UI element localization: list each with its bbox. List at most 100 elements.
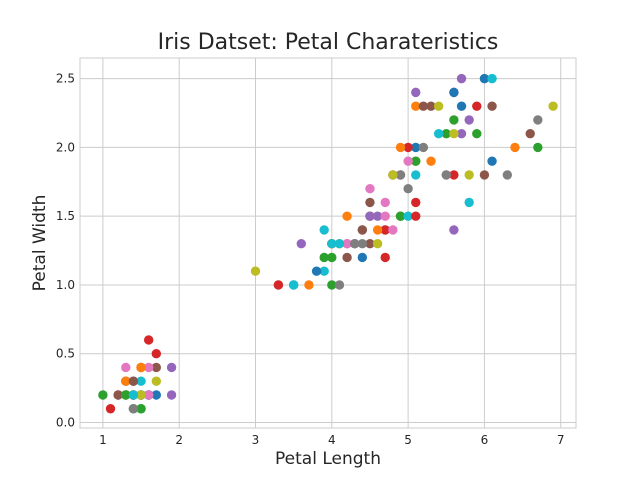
scatter-point [380,211,390,221]
scatter-point [418,142,429,153]
x-tick-labels: 1 2 3 4 5 6 7 [99,433,564,447]
scatter-point [403,211,413,221]
x-tick-label: 2 [175,433,183,447]
scatter-point [365,183,375,194]
y-tick-label: 1.0 [56,278,75,292]
scatter-point [380,225,390,235]
scatter-point [502,170,513,180]
x-tick-label: 1 [99,433,107,447]
scatter-point [128,404,139,414]
scatter-point [311,266,322,276]
data-points [98,73,558,414]
scatter-point [449,115,459,125]
scatter-point [487,73,497,84]
x-tick-label: 6 [481,433,489,447]
scatter-point [372,211,383,221]
scatter-point [479,170,490,180]
y-tick-label: 2.0 [56,140,75,154]
scatter-point [533,142,543,153]
scatter-point [151,349,162,359]
scatter-point [327,252,337,263]
scatter-point [372,225,383,235]
scatter-point [395,170,406,180]
scatter-point [449,128,459,139]
scatter-point [319,266,329,276]
y-tick-label: 0.5 [56,347,75,361]
x-tick-label: 3 [252,433,260,447]
scatter-point [342,211,352,221]
scatter-point [166,362,177,373]
scatter-point [472,101,482,111]
scatter-point [464,115,474,125]
scatter-point [334,238,345,249]
y-tick-labels: 0.0 0.5 1.0 1.5 2.0 2.5 [56,72,75,430]
scatter-point [151,376,162,386]
scatter-point [411,197,421,208]
scatter-point [449,170,459,180]
scatter-point [433,128,444,139]
scatter-point [151,362,162,373]
x-axis-label: Petal Length [275,449,381,469]
scatter-point [136,390,146,400]
scatter-point [411,156,421,166]
scatter-point [143,335,154,345]
scatter-point [143,390,154,400]
scatter-point [411,87,421,98]
y-axis-label: Petal Width [30,195,50,292]
scatter-point [273,280,284,290]
scatter-point [388,170,398,180]
scatter-point [121,362,131,373]
scatter-point [388,225,398,235]
scatter-point [380,252,390,263]
scatter-point [357,252,368,263]
scatter-point [426,156,436,166]
scatter-point [403,156,413,166]
scatter-point [533,115,543,125]
scatter-point [548,101,558,111]
scatter-point [151,390,162,400]
scatter-point [380,197,390,208]
scatter-point [136,362,146,373]
scatter-point [350,238,360,249]
scatter-point [128,390,139,400]
y-tick-label: 0.0 [56,415,75,429]
scatter-point [418,101,429,111]
scatter-point [365,238,375,249]
y-tick-label: 2.5 [56,72,75,86]
scatter-point [487,156,497,166]
x-tick-label: 5 [404,433,412,447]
scatter-point [98,390,108,400]
scatter-point [342,238,352,249]
scatter-point [121,390,131,400]
scatter-point [426,101,436,111]
scatter-point [250,266,261,276]
scatter-point [136,404,146,414]
scatter-point [121,376,131,386]
scatter-point [143,362,154,373]
x-tick-label: 4 [328,433,336,447]
scatter-point [334,280,345,290]
scatter-point [296,238,306,249]
scatter-point [365,197,375,208]
scatter-point [128,376,139,386]
scatter-point [166,390,177,400]
scatter-point [357,225,368,235]
y-tick-label: 1.5 [56,209,75,223]
scatter-point [464,170,474,180]
scatter-point [365,211,375,221]
scatter-point [456,128,467,139]
scatter-point [510,142,520,153]
scatter-point [372,238,383,249]
scatter-point [403,142,413,153]
scatter-point [479,73,490,84]
scatter-point [395,142,406,153]
scatter-point [433,101,444,111]
x-tick-label: 7 [557,433,565,447]
scatter-point [411,142,421,153]
scatter-point [357,238,368,249]
scatter-point [288,280,299,290]
scatter-point [449,87,459,98]
chart-title: Iris Datset: Petal Charateristics [158,30,499,55]
scatter-point [411,211,421,221]
